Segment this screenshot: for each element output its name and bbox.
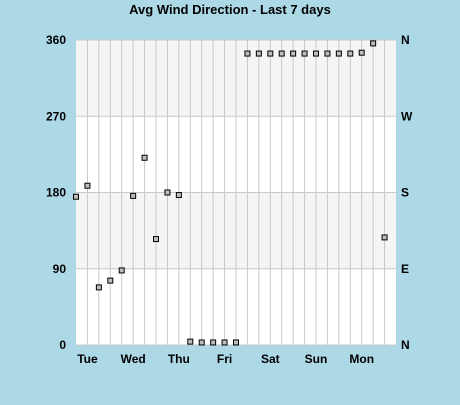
data-point: [301, 50, 308, 57]
data-point: [95, 284, 102, 291]
data-point: [73, 193, 79, 200]
x-tick-label: Thu: [168, 352, 190, 366]
data-point: [198, 339, 205, 346]
data-point: [370, 40, 377, 47]
x-tick-label: Sat: [261, 352, 280, 366]
data-point: [210, 339, 217, 346]
x-tick-label: Wed: [121, 352, 146, 366]
x-tick-label: Fri: [217, 352, 232, 366]
y2-tick-label: S: [401, 186, 409, 200]
data-point: [107, 277, 114, 284]
data-point: [324, 50, 331, 57]
data-point: [164, 189, 171, 196]
y-axis-right: N E S W N: [401, 33, 413, 352]
data-point: [381, 234, 388, 241]
chart-title: Avg Wind Direction - Last 7 days: [129, 2, 331, 17]
y-axis-left: 0 90 180 270 360: [46, 33, 66, 352]
y-tick-label: 180: [46, 186, 66, 200]
data-point: [153, 236, 159, 243]
data-point: [187, 338, 194, 345]
y-tick-label: 270: [46, 109, 66, 123]
y2-tick-label: N: [401, 338, 410, 352]
data-point: [358, 49, 365, 56]
data-point: [118, 267, 125, 274]
y-tick-label: 360: [46, 33, 66, 47]
data-point: [255, 50, 262, 57]
data-point: [244, 50, 251, 57]
y-tick-label: 0: [59, 338, 66, 352]
x-axis: Tue Wed Thu Fri Sat Sun Mon: [77, 352, 374, 366]
data-point: [267, 50, 274, 57]
data-point: [347, 50, 354, 57]
x-tick-label: Mon: [349, 352, 374, 366]
y2-tick-label: W: [401, 109, 413, 123]
x-tick-label: Sun: [305, 352, 328, 366]
data-points: [73, 40, 388, 346]
data-point: [84, 182, 91, 189]
data-point: [221, 339, 228, 346]
data-point: [313, 50, 319, 57]
data-point: [290, 50, 297, 57]
data-point: [141, 154, 148, 161]
data-point: [130, 192, 137, 199]
data-point: [278, 50, 285, 57]
y2-tick-label: E: [401, 262, 409, 276]
data-point: [175, 192, 182, 199]
data-point: [335, 50, 342, 57]
y2-tick-label: N: [401, 33, 410, 47]
y-tick-label: 90: [53, 262, 67, 276]
x-tick-label: Tue: [77, 352, 98, 366]
data-point: [233, 339, 239, 346]
